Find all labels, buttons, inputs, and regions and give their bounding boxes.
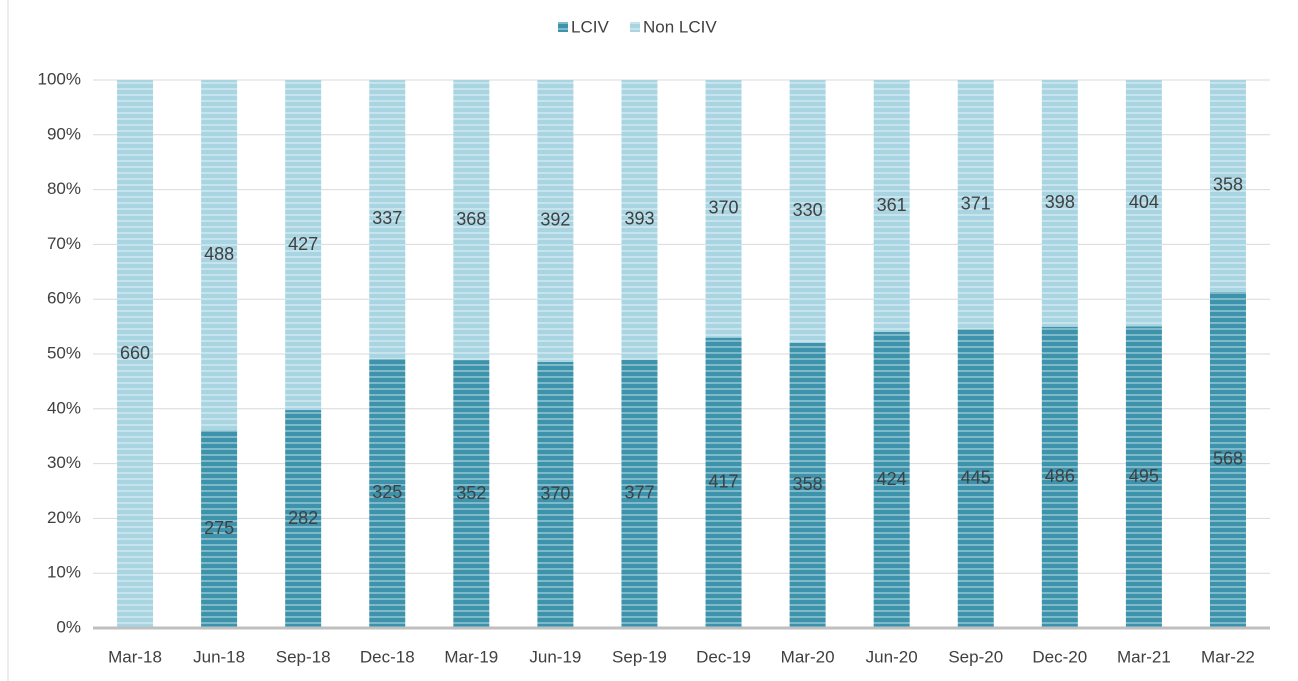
data-label: 282	[288, 508, 318, 528]
x-tick-label: Sep-18	[276, 647, 331, 666]
bar-segment	[621, 80, 658, 360]
data-label: 358	[793, 474, 823, 494]
bar-segment	[873, 80, 910, 333]
x-tick-label: Mar-19	[444, 647, 498, 666]
x-tick-label: Jun-20	[866, 647, 918, 666]
bar-segment	[117, 80, 154, 628]
y-tick-label: 20%	[47, 508, 81, 527]
legend-swatch	[558, 22, 568, 32]
x-tick-label: Mar-22	[1201, 647, 1255, 666]
data-label: 424	[877, 469, 907, 489]
x-tick-label: Dec-19	[696, 647, 751, 666]
data-label: 404	[1129, 192, 1159, 212]
data-label: 337	[372, 208, 402, 228]
data-label: 393	[624, 209, 654, 229]
x-tick-label: Sep-20	[948, 647, 1003, 666]
bar-segment	[789, 80, 826, 343]
y-tick-label: 100%	[38, 69, 81, 88]
y-tick-label: 70%	[47, 234, 81, 253]
data-label: 330	[793, 200, 823, 220]
legend-label: Non LCIV	[643, 17, 717, 36]
bar-segment	[453, 360, 490, 628]
y-tick-label: 0%	[56, 617, 81, 636]
bar-segment	[1209, 291, 1246, 628]
bar-segment	[285, 410, 322, 628]
bar-segment	[369, 80, 406, 359]
legend-label: LCIV	[571, 17, 609, 36]
data-label: 358	[1213, 175, 1243, 195]
bar-segment	[621, 359, 658, 628]
bar-segment	[369, 358, 406, 628]
data-label: 370	[540, 484, 570, 504]
y-tick-label: 80%	[47, 179, 81, 198]
bar-segment	[537, 361, 574, 628]
data-label: 495	[1129, 466, 1159, 486]
data-label: 325	[372, 482, 402, 502]
data-label: 370	[709, 198, 739, 218]
x-tick-label: Jun-19	[529, 647, 581, 666]
data-label: 361	[877, 195, 907, 215]
x-tick-label: Dec-18	[360, 647, 415, 666]
bar-segment	[705, 337, 742, 628]
bar-segment	[1041, 80, 1078, 327]
data-label: 486	[1045, 466, 1075, 486]
x-tick-label: Mar-20	[781, 647, 835, 666]
legend-swatch	[630, 22, 640, 32]
bar-segment	[789, 342, 826, 628]
y-tick-label: 30%	[47, 453, 81, 472]
bar-segment	[201, 430, 238, 628]
data-label: 392	[540, 210, 570, 230]
bar-segment	[1125, 80, 1162, 327]
bar-segment	[453, 80, 490, 361]
x-tick-label: Sep-19	[612, 647, 667, 666]
data-label: 377	[624, 483, 654, 503]
y-tick-label: 50%	[47, 343, 81, 362]
data-label: 368	[456, 209, 486, 229]
data-label: 371	[961, 193, 991, 213]
data-label: 398	[1045, 192, 1075, 212]
y-tick-label: 40%	[47, 398, 81, 417]
bar-segment	[957, 329, 994, 628]
bar-segment	[1041, 326, 1078, 628]
bar-segment	[873, 332, 910, 628]
y-tick-label: 90%	[47, 124, 81, 143]
y-tick-label: 10%	[47, 563, 81, 582]
data-label: 488	[204, 244, 234, 264]
data-label: 660	[120, 343, 150, 363]
bar-segment	[1125, 326, 1162, 628]
bar-segment	[705, 80, 742, 338]
bar-segment	[1209, 80, 1246, 292]
data-label: 275	[204, 518, 234, 538]
x-tick-label: Mar-21	[1117, 647, 1171, 666]
x-tick-label: Dec-20	[1032, 647, 1087, 666]
x-tick-label: Mar-18	[108, 647, 162, 666]
y-tick-label: 60%	[47, 289, 81, 308]
data-label: 352	[456, 483, 486, 503]
bar-segment	[201, 80, 238, 431]
bar-segment	[957, 80, 994, 330]
bar-segment	[285, 80, 322, 411]
data-label: 568	[1213, 449, 1243, 469]
x-tick-label: Jun-18	[193, 647, 245, 666]
data-label: 417	[709, 472, 739, 492]
data-label: 427	[288, 234, 318, 254]
data-label: 445	[961, 467, 991, 487]
bar-segment	[537, 80, 574, 362]
